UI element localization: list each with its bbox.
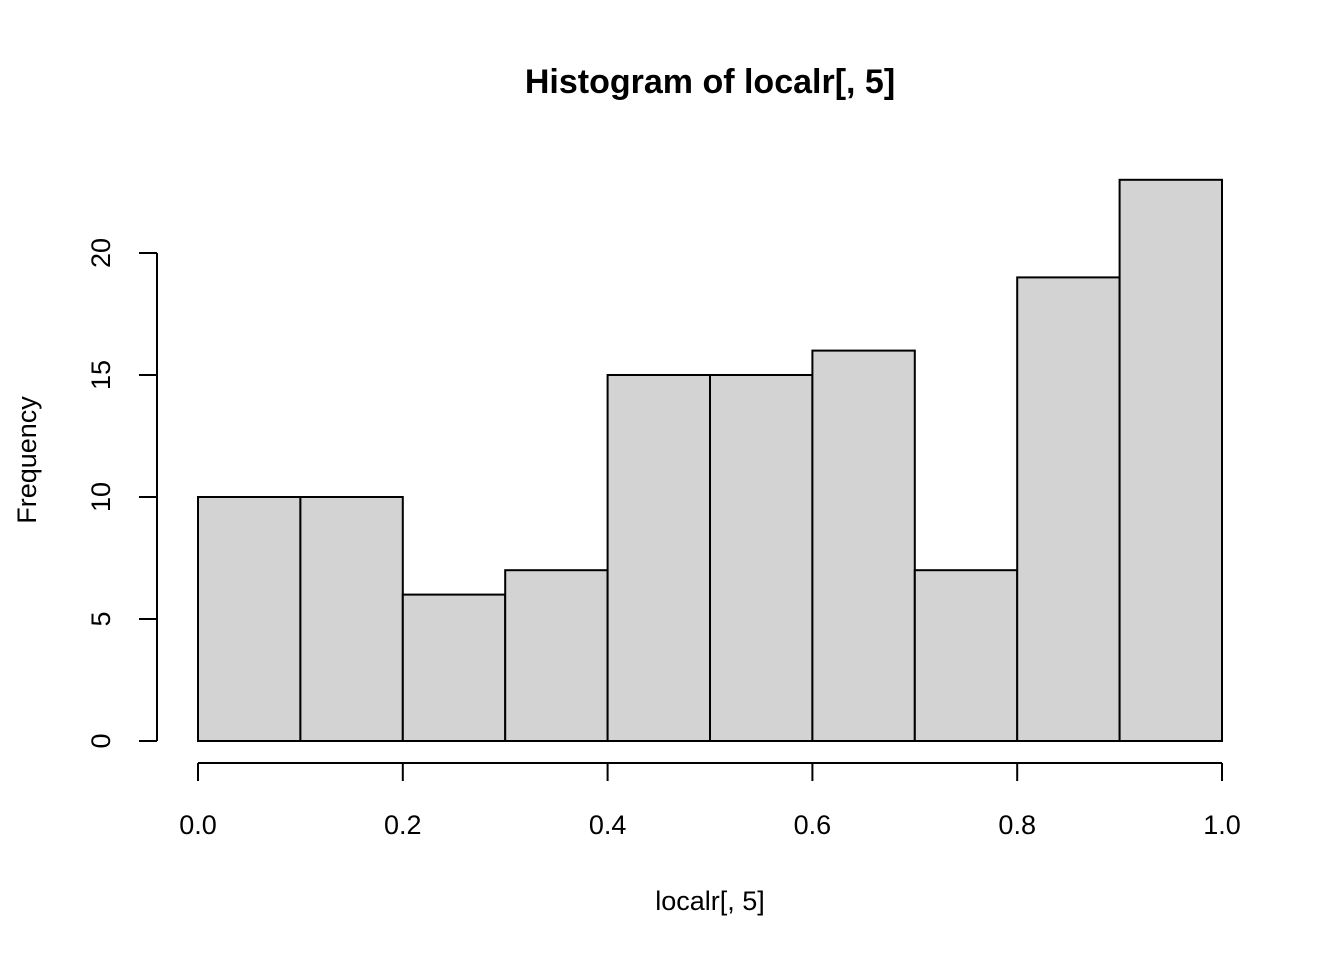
chart-title: Histogram of localr[, 5] (525, 63, 895, 101)
x-axis: 0.0 0.2 0.4 0.6 0.8 1.0 (179, 762, 1241, 840)
y-tick-label: 5 (86, 611, 116, 626)
bars-layer (197, 178, 1223, 743)
y-tick-label: 0 (86, 733, 116, 748)
y-axis: 0 5 10 15 20 (86, 238, 158, 749)
x-tick-label: 0.6 (794, 810, 832, 840)
histogram-bar (811, 349, 916, 742)
x-tick-label: 0.0 (179, 810, 217, 840)
histogram-bar (299, 496, 404, 742)
x-tick-label: 0.8 (998, 810, 1036, 840)
histogram-bar (401, 593, 507, 742)
histogram-bar (913, 569, 1019, 743)
y-tick-label: 10 (86, 482, 116, 512)
y-axis-label: Frequency (12, 396, 42, 524)
x-axis-label: localr[, 5] (655, 886, 765, 916)
x-tick-label: 0.4 (589, 810, 627, 840)
histogram-bar (606, 374, 711, 742)
histogram-bar (1016, 276, 1121, 742)
histogram-bar (197, 496, 302, 742)
y-tick-label: 15 (86, 360, 116, 390)
x-tick-label: 1.0 (1203, 810, 1241, 840)
histogram-bar (504, 569, 609, 743)
y-tick-label: 20 (86, 238, 116, 268)
x-tick-label: 0.2 (384, 810, 422, 840)
histogram-bar (709, 374, 814, 742)
histogram-bar (1118, 178, 1223, 743)
